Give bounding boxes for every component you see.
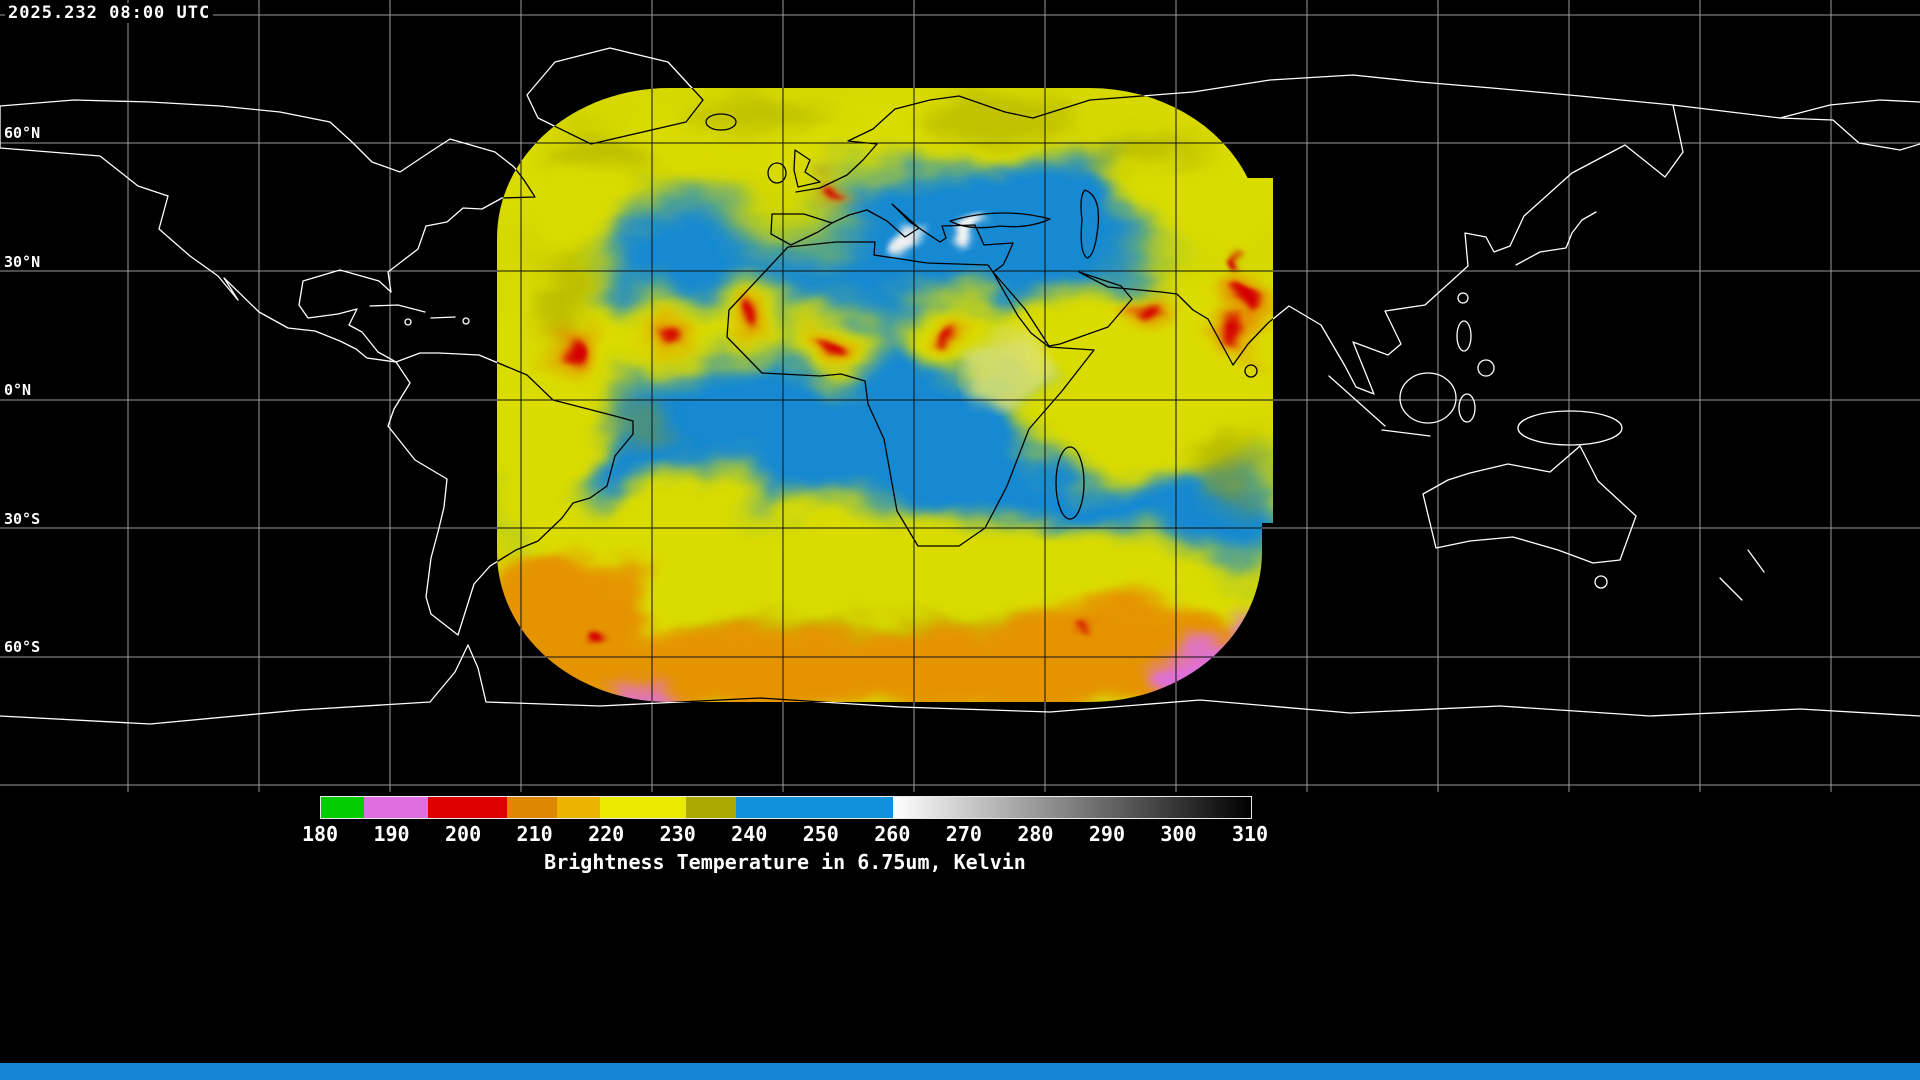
imagery-layer-cold-red	[563, 184, 1260, 649]
lat-label-0n: 0°N	[4, 381, 32, 399]
colorbar-tick-label: 210	[516, 822, 553, 846]
water-vapor-imagery	[497, 88, 1273, 702]
colorbar-tick-labels: 180 190 200 210 220 230 240 250 260 270 280 290 300 3…	[302, 822, 1268, 848]
colorbar-segment	[557, 797, 600, 818]
lat-label-30s: 30°S	[4, 510, 41, 528]
colorbar-tick-label: 300	[1160, 822, 1197, 846]
colorbar-segment	[363, 797, 429, 818]
colorbar-tick-label: 270	[945, 822, 982, 846]
colorbar-tick-label: 280	[1017, 822, 1054, 846]
colorbar	[320, 796, 1252, 819]
colorbar-segment	[507, 797, 558, 818]
lat-label-60s: 60°S	[4, 638, 41, 656]
colorbar-segment	[428, 797, 507, 818]
colorbar-segment	[685, 797, 736, 818]
colorbar-tick-label: 310	[1231, 822, 1269, 846]
bottom-strip	[0, 1063, 1920, 1080]
colorbar-tick-label: 240	[731, 822, 768, 846]
colorbar-segment	[600, 797, 686, 818]
colorbar-tick-label: 260	[874, 822, 911, 846]
lat-label-60n: 60°N	[4, 124, 41, 142]
colorbar-segment	[321, 797, 364, 818]
timestamp-label: 2025.232 08:00 UTC	[5, 3, 214, 23]
world-map	[0, 0, 1920, 792]
colorbar-segment	[735, 797, 894, 818]
sun-glint-circle	[972, 334, 1048, 410]
colorbar-segment	[893, 797, 1251, 818]
satellite-footprint	[497, 88, 1273, 702]
colorbar-title: Brightness Temperature in 6.75um, Kelvin	[544, 850, 1026, 874]
colorbar-tick-label: 250	[802, 822, 839, 846]
colorbar-tick-label: 230	[659, 822, 696, 846]
colorbar-tick-label: 180	[301, 822, 339, 846]
lat-label-30n: 30°N	[4, 253, 41, 271]
colorbar-tick-label: 200	[445, 822, 482, 846]
colorbar-tick-label: 220	[588, 822, 625, 846]
colorbar-tick-label: 290	[1088, 822, 1125, 846]
colorbar-tick-label: 190	[373, 822, 410, 846]
